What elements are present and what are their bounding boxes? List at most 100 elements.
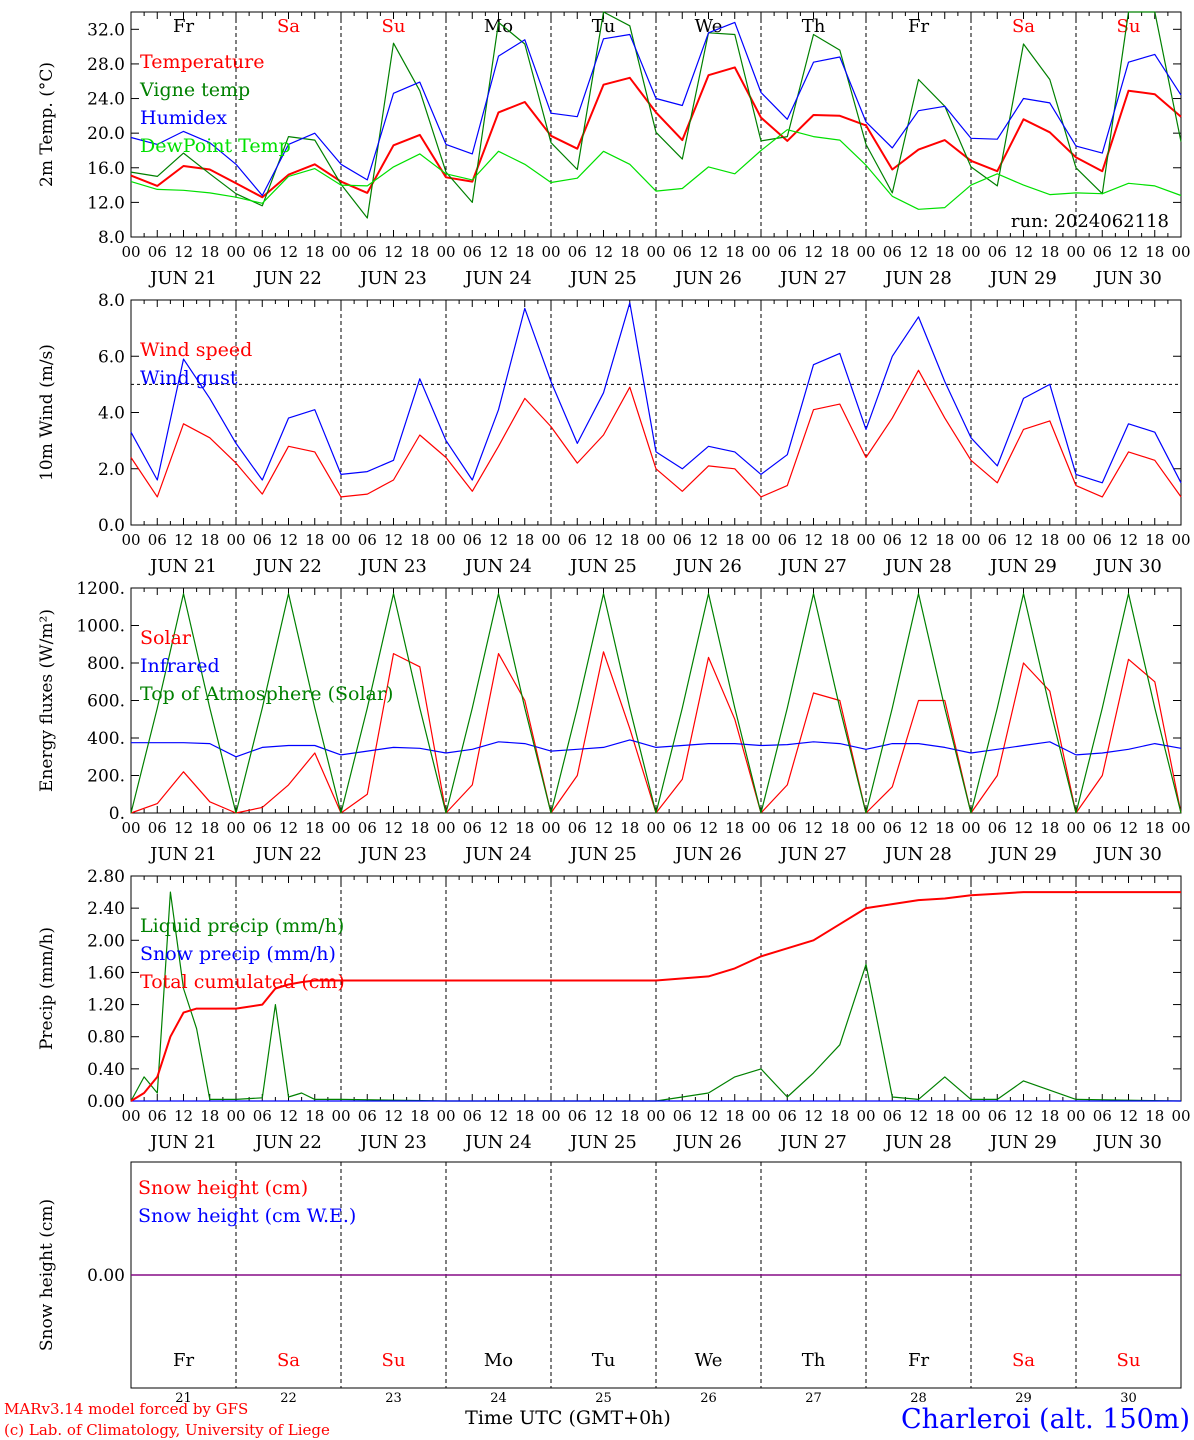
date-label: JUN 21	[148, 844, 217, 865]
day-number-label: 26	[700, 1391, 717, 1406]
hour-label: 06	[463, 243, 482, 261]
date-label: JUN 25	[568, 844, 637, 865]
hour-label: 18	[1040, 531, 1059, 549]
hour-label: 00	[1171, 819, 1190, 837]
hour-label: 00	[751, 819, 770, 837]
hour-label: 18	[725, 1107, 744, 1125]
hour-label: 06	[148, 531, 167, 549]
hour-label: 06	[148, 819, 167, 837]
y-tick-label: 0.00	[87, 1266, 125, 1286]
date-label: JUN 30	[1093, 1132, 1162, 1153]
x-axis-title: Time UTC (GMT+0h)	[465, 1407, 671, 1429]
hour-label: 12	[489, 531, 508, 549]
hour-label: 06	[463, 1107, 482, 1125]
day-of-week-label: Fr	[173, 1350, 194, 1371]
legend-entry: Infrared	[140, 655, 220, 677]
hour-label: 06	[988, 531, 1007, 549]
hour-label: 06	[988, 1107, 1007, 1125]
hour-label: 18	[620, 531, 639, 549]
hour-label: 12	[594, 243, 613, 261]
hour-label: 00	[436, 243, 455, 261]
y-tick-label: 1200.	[76, 579, 125, 599]
date-label: JUN 26	[673, 1132, 742, 1153]
hour-label: 18	[1145, 1107, 1164, 1125]
hour-label: 18	[725, 819, 744, 837]
date-label: JUN 29	[988, 268, 1057, 289]
hour-label: 00	[856, 819, 875, 837]
hour-label: 18	[410, 819, 429, 837]
hour-label: 12	[699, 243, 718, 261]
hour-label: 00	[1066, 1107, 1085, 1125]
hour-label: 18	[1040, 1107, 1059, 1125]
day-of-week-label: Sa	[1012, 1350, 1035, 1371]
hour-label: 12	[279, 531, 298, 549]
series-line-wind-speed	[130, 369, 1182, 498]
hour-label: 12	[1119, 531, 1138, 549]
hour-label: 00	[751, 531, 770, 549]
hour-label: 18	[200, 243, 219, 261]
date-label: JUN 21	[148, 1132, 217, 1153]
hour-label: 00	[541, 243, 560, 261]
hour-label: 06	[778, 531, 797, 549]
date-label: JUN 22	[253, 1132, 322, 1153]
hour-label: 12	[909, 243, 928, 261]
y-tick-label: 2.80	[87, 867, 125, 887]
legend-entry: DewPoint Temp	[140, 135, 291, 157]
hour-label: 18	[305, 531, 324, 549]
hour-label: 06	[778, 1107, 797, 1125]
hour-label: 06	[358, 819, 377, 837]
hour-label: 00	[961, 531, 980, 549]
date-label: JUN 24	[463, 556, 532, 577]
series-line-total-cumulated-cm-	[130, 891, 1181, 1102]
date-label: JUN 25	[568, 1132, 637, 1153]
hour-label: 12	[384, 243, 403, 261]
hour-label: 06	[673, 531, 692, 549]
y-tick-label: 2.0	[98, 460, 125, 480]
hour-label: 00	[1171, 1107, 1190, 1125]
y-tick-label: 0.80	[87, 1028, 125, 1048]
hour-label: 00	[226, 1107, 245, 1125]
hour-label: 18	[200, 531, 219, 549]
date-label: JUN 28	[883, 556, 952, 577]
hour-label: 00	[646, 531, 665, 549]
date-label: JUN 29	[988, 844, 1057, 865]
hour-label: 12	[279, 1107, 298, 1125]
hour-label: 18	[515, 1107, 534, 1125]
date-label: JUN 26	[673, 556, 742, 577]
hour-label: 06	[988, 819, 1007, 837]
day-of-week-label: Sa	[1012, 16, 1035, 37]
y-axis-title: 2m Temp. (°C)	[37, 62, 57, 187]
panel-2: 0.0 2.0 4.0 6.0 8.0 10m Wind (m/s) 00 06 12 18 JUN…	[37, 291, 1191, 577]
hour-label: 00	[121, 1107, 140, 1125]
series-line-humidex	[130, 21, 1182, 197]
legend-entry: Snow height (cm W.E.)	[138, 1205, 356, 1227]
hour-label: 12	[909, 1107, 928, 1125]
date-label: JUN 21	[148, 268, 217, 289]
credit-line-1: MARv3.14 model forced by GFS	[4, 1400, 248, 1418]
date-label: JUN 27	[778, 1132, 847, 1153]
hour-label: 12	[174, 243, 193, 261]
hour-label: 06	[358, 1107, 377, 1125]
hour-label: 18	[515, 819, 534, 837]
hour-label: 06	[253, 819, 272, 837]
y-tick-label: 6.0	[98, 347, 125, 367]
hour-label: 18	[200, 1107, 219, 1125]
day-of-week-label: Tu	[592, 16, 616, 37]
hour-label: 12	[1119, 243, 1138, 261]
y-tick-label: 200.	[87, 767, 125, 787]
hour-label: 00	[856, 531, 875, 549]
panel-1: 8.0 12.0 16.0 20.0 24.0 28.0 32.0 2m Temp. (°C)…	[37, 11, 1191, 289]
hour-label: 00	[1066, 819, 1085, 837]
y-tick-label: 2.00	[87, 931, 125, 951]
date-label: JUN 28	[883, 268, 952, 289]
y-tick-label: 1.20	[87, 996, 125, 1016]
y-tick-label: 0.0	[98, 516, 125, 536]
hour-label: 18	[515, 243, 534, 261]
hour-label: 00	[331, 819, 350, 837]
day-number-label: 22	[280, 1391, 297, 1406]
day-number-label: 29	[1015, 1391, 1032, 1406]
hour-label: 06	[253, 531, 272, 549]
y-tick-label: 28.0	[87, 55, 125, 75]
day-of-week-label: Su	[1117, 16, 1141, 37]
